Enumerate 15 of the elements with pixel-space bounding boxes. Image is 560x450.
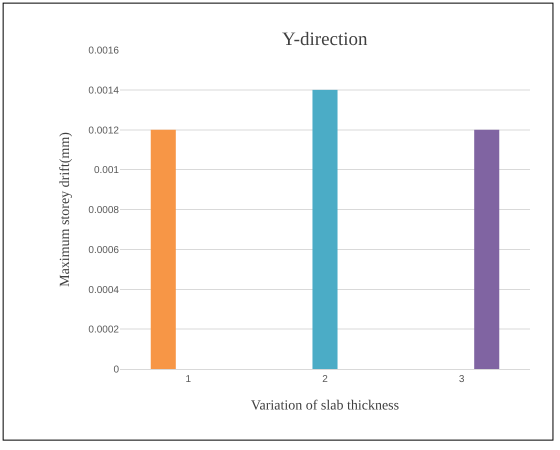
y-tick-label: 0.0014: [88, 85, 120, 96]
y-tick-label: 0.0002: [88, 324, 120, 336]
y-tick-label: 0.0008: [88, 205, 120, 216]
y-axis-title: Maximum storey drift(mm): [58, 132, 74, 287]
x-axis-title: Variation of slab thickness: [250, 398, 400, 414]
x-tick-label: 3: [458, 374, 465, 385]
y-tick-label: 0.0016: [88, 46, 120, 56]
y-tick-label: 0.0012: [88, 125, 120, 136]
y-tick-label: 0.0006: [88, 244, 120, 256]
y-tick-label: 0: [113, 364, 120, 376]
x-tick-label: 1: [186, 374, 192, 385]
chart-title: Y-direction: [282, 28, 368, 50]
x-tick-label: 2: [322, 374, 328, 385]
y-tick-label: 0.001: [94, 165, 120, 176]
y-tick-label: 0.0004: [88, 284, 120, 296]
